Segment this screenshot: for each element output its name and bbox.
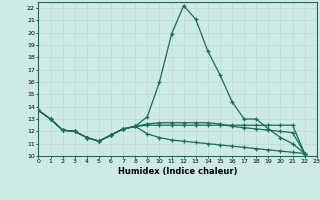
X-axis label: Humidex (Indice chaleur): Humidex (Indice chaleur) [118,167,237,176]
